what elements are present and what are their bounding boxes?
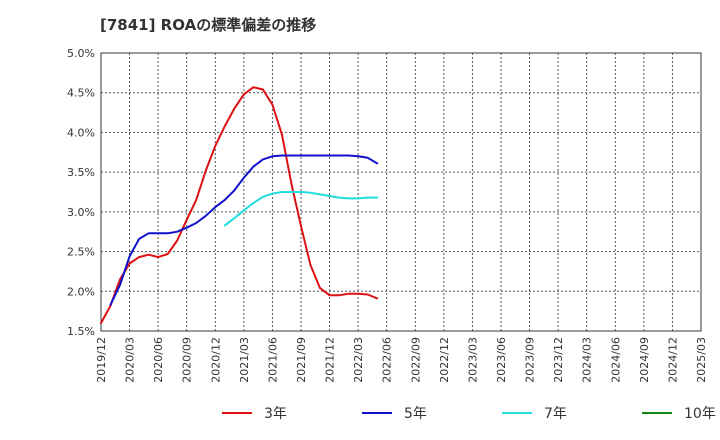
legend-label-2: 7年 (544, 406, 567, 422)
y-tick-label: 5.0% (67, 47, 95, 60)
y-tick-label: 4.0% (67, 126, 95, 139)
x-tick-label: 2021/12 (324, 337, 337, 383)
legend: 3年 5年 7年 10年 (222, 406, 716, 422)
y-tick-label: 4.5% (67, 87, 95, 100)
x-tick-label: 2023/09 (524, 337, 537, 383)
legend-label-1: 5年 (404, 406, 427, 422)
x-tick-label: 2020/06 (152, 337, 165, 383)
y-axis-ticks: 1.5% 2.0% 2.5% 3.0% 3.5% 4.0% 4.5% 5.0% (67, 47, 95, 338)
x-tick-label: 2020/03 (124, 337, 137, 383)
y-tick-label: 3.0% (67, 206, 95, 219)
x-tick-label: 2022/06 (381, 337, 394, 383)
x-tick-label: 2024/12 (666, 337, 679, 383)
x-tick-label: 2020/09 (181, 337, 194, 383)
chart-title: [7841] ROAの標準偏差の推移 (100, 16, 317, 34)
x-tick-label: 2024/03 (581, 337, 594, 383)
x-tick-label: 2022/12 (438, 337, 451, 383)
series-line-0 (100, 86, 379, 325)
y-tick-label: 3.5% (67, 166, 95, 179)
legend-label-3: 10年 (684, 406, 716, 422)
x-tick-label: 2022/03 (352, 337, 365, 383)
x-tick-label: 2023/06 (495, 337, 508, 383)
series-lines (100, 86, 379, 325)
x-tick-label: 2019/12 (95, 337, 108, 383)
x-tick-label: 2021/06 (266, 337, 279, 383)
x-tick-label: 2024/09 (638, 337, 651, 383)
x-tick-label: 2025/03 (695, 337, 708, 383)
x-tick-label: 2024/06 (609, 337, 622, 383)
y-tick-label: 1.5% (67, 325, 95, 338)
series-line-1 (109, 154, 379, 306)
x-axis-ticks: 2019/12 2020/03 2020/06 2020/09 2020/12 2021/… (95, 337, 708, 383)
y-tick-label: 2.5% (67, 246, 95, 259)
x-tick-label: 2021/09 (295, 337, 308, 383)
legend-label-0: 3年 (264, 406, 287, 422)
grid-lines (101, 53, 701, 331)
x-tick-label: 2022/09 (409, 337, 422, 383)
y-tick-label: 2.0% (67, 285, 95, 298)
x-tick-label: 2023/03 (466, 337, 479, 383)
series-line-2 (223, 191, 379, 227)
x-tick-label: 2021/03 (238, 337, 251, 383)
plot-frame (100, 52, 702, 332)
x-tick-label: 2020/12 (209, 337, 222, 383)
x-tick-label: 2023/12 (552, 337, 565, 383)
